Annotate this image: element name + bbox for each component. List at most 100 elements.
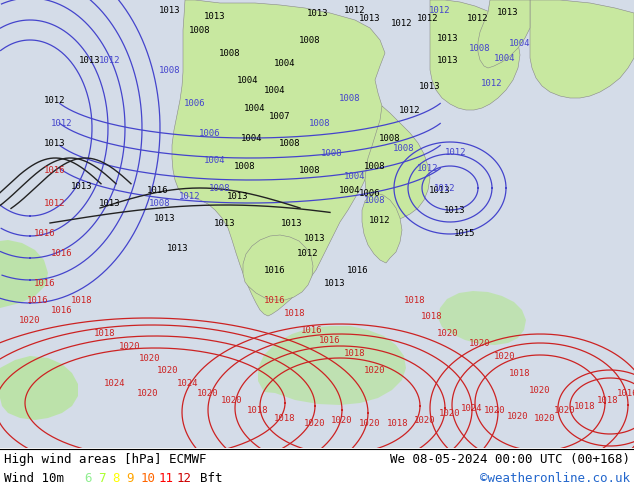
Text: 1012: 1012 bbox=[51, 119, 73, 127]
Text: 1020: 1020 bbox=[157, 366, 179, 374]
Text: 1012: 1012 bbox=[481, 78, 503, 88]
Text: 1016: 1016 bbox=[147, 186, 169, 195]
Text: 1013: 1013 bbox=[154, 214, 176, 222]
Text: 1016: 1016 bbox=[301, 325, 323, 335]
Text: 1008: 1008 bbox=[469, 44, 491, 52]
Text: 1008: 1008 bbox=[339, 94, 361, 102]
Text: 1012: 1012 bbox=[44, 96, 66, 104]
Text: 1020: 1020 bbox=[137, 389, 158, 397]
Text: 1016: 1016 bbox=[34, 278, 56, 288]
Text: Wind 10m: Wind 10m bbox=[4, 472, 64, 485]
Text: 1007: 1007 bbox=[269, 112, 291, 121]
Text: 1020: 1020 bbox=[554, 406, 576, 415]
Text: 1012: 1012 bbox=[417, 14, 439, 23]
Text: 1018: 1018 bbox=[404, 295, 426, 304]
Text: 1018: 1018 bbox=[275, 414, 295, 422]
Text: 1016: 1016 bbox=[264, 266, 286, 274]
Text: 1020: 1020 bbox=[495, 351, 515, 361]
Text: 1004: 1004 bbox=[242, 133, 262, 143]
Polygon shape bbox=[438, 291, 526, 345]
Text: 1006: 1006 bbox=[199, 128, 221, 138]
Text: 1020: 1020 bbox=[197, 389, 219, 397]
Text: 1004: 1004 bbox=[237, 75, 259, 84]
Text: 1012: 1012 bbox=[429, 5, 451, 15]
Text: 1018: 1018 bbox=[284, 309, 306, 318]
Polygon shape bbox=[0, 356, 78, 448]
Text: 1012: 1012 bbox=[467, 14, 489, 23]
Text: 1013: 1013 bbox=[497, 7, 519, 17]
Text: 1016: 1016 bbox=[618, 389, 634, 397]
Text: 1018: 1018 bbox=[247, 406, 269, 415]
Text: 1012: 1012 bbox=[179, 192, 201, 200]
Text: 1015: 1015 bbox=[454, 228, 476, 238]
Polygon shape bbox=[530, 0, 634, 98]
Text: 1008: 1008 bbox=[299, 166, 321, 174]
Text: 1012: 1012 bbox=[44, 198, 66, 207]
Text: 1013: 1013 bbox=[100, 198, 120, 207]
Text: 1016: 1016 bbox=[44, 166, 66, 174]
Text: 1013: 1013 bbox=[304, 234, 326, 243]
Text: 1012: 1012 bbox=[399, 105, 421, 115]
Text: 1004: 1004 bbox=[509, 39, 531, 48]
Text: 1020: 1020 bbox=[365, 366, 385, 374]
Text: 1008: 1008 bbox=[190, 25, 210, 34]
Text: 1013: 1013 bbox=[159, 5, 181, 15]
Text: 1013: 1013 bbox=[281, 219, 303, 227]
Text: 1016: 1016 bbox=[27, 295, 49, 304]
Text: 1008: 1008 bbox=[159, 66, 181, 74]
Text: High wind areas [hPa] ECMWF: High wind areas [hPa] ECMWF bbox=[4, 453, 207, 466]
Text: 1004: 1004 bbox=[344, 172, 366, 180]
Text: 1018: 1018 bbox=[509, 368, 531, 377]
Text: 1013: 1013 bbox=[324, 278, 346, 288]
Text: 1018: 1018 bbox=[344, 348, 366, 358]
Text: 1016: 1016 bbox=[34, 228, 56, 238]
Text: 1020: 1020 bbox=[359, 418, 381, 427]
Text: 1004: 1004 bbox=[495, 53, 515, 63]
Text: 10: 10 bbox=[141, 472, 155, 485]
Text: 1004: 1004 bbox=[264, 85, 286, 95]
Text: 1020: 1020 bbox=[437, 328, 459, 338]
Text: 1008: 1008 bbox=[321, 148, 343, 157]
Polygon shape bbox=[0, 240, 48, 308]
Text: 1013: 1013 bbox=[429, 186, 451, 195]
Text: 11: 11 bbox=[158, 472, 174, 485]
Text: 1012: 1012 bbox=[445, 147, 467, 156]
Text: 1020: 1020 bbox=[139, 353, 161, 363]
Text: 1012: 1012 bbox=[417, 164, 439, 172]
Text: 1013: 1013 bbox=[79, 55, 101, 65]
Text: 1004: 1004 bbox=[204, 155, 226, 165]
Text: 1020: 1020 bbox=[331, 416, 353, 424]
Text: 1006: 1006 bbox=[359, 189, 381, 197]
Polygon shape bbox=[243, 235, 313, 300]
Text: 1012: 1012 bbox=[434, 183, 456, 193]
Text: 1020: 1020 bbox=[439, 409, 461, 417]
Text: 1020: 1020 bbox=[221, 395, 243, 405]
Text: 1004: 1004 bbox=[339, 186, 361, 195]
Text: 1013: 1013 bbox=[227, 192, 249, 200]
Text: 1012: 1012 bbox=[100, 55, 120, 65]
Text: 1020: 1020 bbox=[484, 406, 506, 415]
Text: 1008: 1008 bbox=[219, 49, 241, 57]
Text: 1006: 1006 bbox=[184, 98, 206, 107]
Text: 1024: 1024 bbox=[178, 378, 198, 388]
Text: 1018: 1018 bbox=[387, 418, 409, 427]
Text: 1013: 1013 bbox=[437, 55, 459, 65]
Polygon shape bbox=[172, 0, 385, 316]
Polygon shape bbox=[258, 326, 406, 405]
Text: 1012: 1012 bbox=[391, 19, 413, 27]
Text: 1012: 1012 bbox=[344, 5, 366, 15]
Text: 12: 12 bbox=[176, 472, 191, 485]
Text: 1008: 1008 bbox=[149, 198, 171, 207]
Text: 1008: 1008 bbox=[365, 196, 385, 204]
Text: 1004: 1004 bbox=[244, 103, 266, 113]
Text: 1020: 1020 bbox=[19, 316, 41, 324]
Text: 1016: 1016 bbox=[264, 295, 286, 304]
Text: 7: 7 bbox=[98, 472, 106, 485]
Text: 1013: 1013 bbox=[204, 11, 226, 21]
Text: 1020: 1020 bbox=[414, 416, 436, 424]
Text: 1024: 1024 bbox=[462, 403, 482, 413]
Text: ©weatheronline.co.uk: ©weatheronline.co.uk bbox=[480, 472, 630, 485]
Polygon shape bbox=[365, 106, 430, 220]
Text: 1008: 1008 bbox=[365, 162, 385, 171]
Text: 1012: 1012 bbox=[297, 248, 319, 258]
